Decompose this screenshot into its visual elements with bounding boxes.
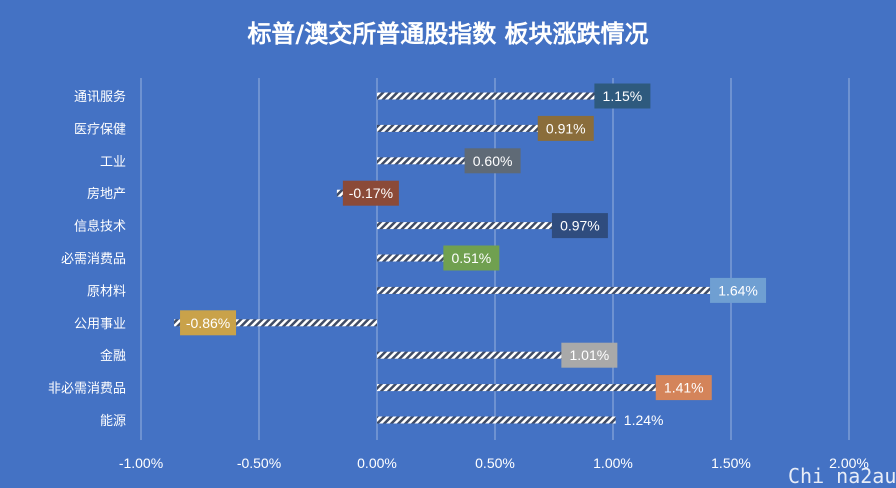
bar [377, 254, 498, 262]
bar [377, 286, 765, 294]
bar [377, 351, 616, 359]
data-label: 1.01% [561, 342, 618, 368]
data-label: 0.60% [464, 148, 521, 174]
category-label: 非必需消费品 [48, 382, 126, 397]
bar [377, 416, 670, 424]
bar [377, 124, 592, 132]
data-label: 1.15% [594, 83, 651, 109]
data-label-text: 1.64% [718, 282, 758, 298]
data-label-text: 0.60% [473, 153, 513, 169]
data-label-text: 1.24% [624, 412, 664, 428]
data-label-box [594, 83, 651, 109]
data-label: -0.17% [342, 180, 399, 206]
data-label-box [710, 277, 767, 303]
bar [377, 384, 710, 392]
x-tick-label: -0.50% [237, 455, 281, 471]
data-label-text: 0.51% [452, 250, 492, 266]
x-tick-label: 0.50% [475, 455, 515, 471]
x-tick-labels: -1.00% -0.50% 0.00% 0.50% 1.00% 1.50% 2.00% [119, 455, 869, 471]
data-label: 0.97% [551, 213, 608, 239]
data-label-box [655, 375, 712, 401]
data-label-text: -0.86% [186, 315, 230, 331]
x-tick-label: 2.00% [829, 455, 869, 471]
category-label: 信息技术 [74, 219, 126, 235]
data-label: 1.24% [615, 407, 672, 433]
data-label-box [180, 310, 237, 336]
data-label-box [551, 213, 608, 239]
data-label-text: 1.15% [603, 88, 643, 104]
category-label: 通讯服务 [74, 89, 126, 105]
x-tick-label: 0.00% [357, 455, 397, 471]
data-label-text: 0.97% [560, 218, 600, 234]
x-tick-label: -1.00% [119, 455, 163, 471]
bar [377, 157, 519, 165]
data-label: 1.41% [655, 375, 712, 401]
bar [174, 319, 377, 327]
data-label-box [464, 148, 521, 174]
category-label: 房地产 [87, 186, 126, 202]
category-label: 原材料 [87, 284, 126, 299]
data-label-box [443, 245, 500, 271]
data-label-text: 1.01% [570, 347, 610, 363]
data-label: 0.91% [537, 115, 594, 141]
category-label: 公用事业 [74, 317, 126, 332]
data-labels: 1.15% 0.91% 0.60% -0.17% 0.97% 0.51% 1.64% -0.8… [180, 83, 767, 433]
chart-title: 标普/澳交所普通股指数 板块涨跌情况 [247, 20, 648, 48]
watermark: Chi na2au [788, 464, 896, 488]
data-label: 0.51% [443, 245, 500, 271]
data-label-text: 0.91% [546, 120, 586, 136]
data-label-text: 1.41% [664, 380, 704, 396]
category-label: 金融 [100, 348, 126, 364]
bar [377, 92, 649, 100]
category-label: 医疗保健 [74, 122, 126, 137]
data-label-box [615, 407, 672, 433]
data-label: -0.86% [180, 310, 237, 336]
category-label: 能源 [100, 414, 126, 429]
data-label-text: -0.17% [349, 185, 393, 201]
x-tick-label: 1.00% [593, 455, 633, 471]
category-label: 必需消费品 [61, 252, 126, 267]
x-tick-label: 1.50% [711, 455, 751, 471]
bars [174, 92, 765, 424]
data-label: 1.64% [710, 277, 767, 303]
category-label: 工业 [100, 155, 126, 170]
bar [377, 222, 606, 230]
data-label-box [561, 342, 618, 368]
data-label-box [537, 115, 594, 141]
data-label-box [342, 180, 399, 206]
